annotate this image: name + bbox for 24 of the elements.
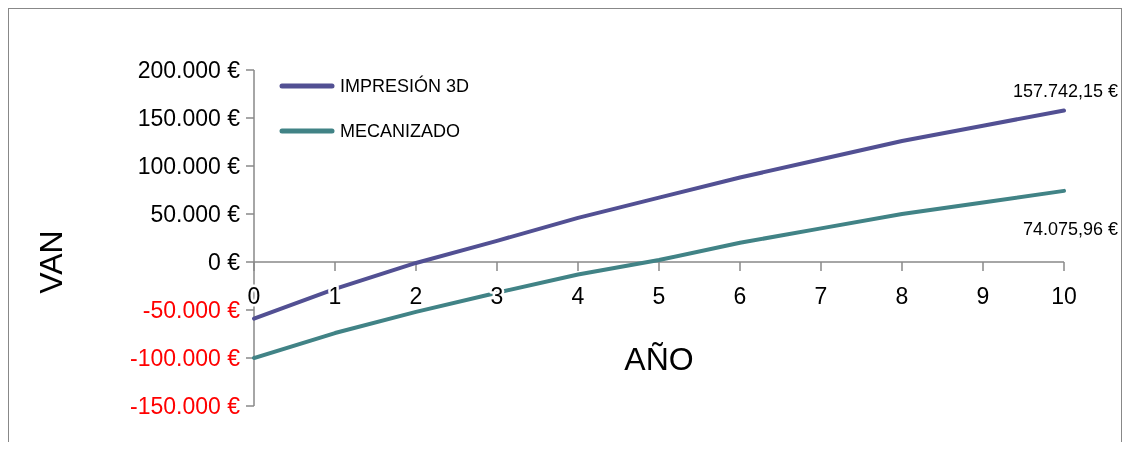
y-tick-label: 100.000 € <box>137 153 241 180</box>
x-tick-label: 10 <box>1051 283 1077 309</box>
x-tick-label: 7 <box>814 283 828 309</box>
y-tick-label: 50.000 € <box>150 201 241 228</box>
x-tick-label: 5 <box>652 283 666 309</box>
y-tick-label: -100.000 € <box>130 345 241 372</box>
x-axis-title: AÑO <box>624 341 694 377</box>
y-tick-label: -150.000 € <box>130 393 241 420</box>
x-tick-label: 8 <box>895 283 909 309</box>
x-tick-label: 6 <box>733 283 747 309</box>
y-tick-label: 200.000 € <box>137 57 241 84</box>
legend-label: IMPRESIÓN 3D <box>340 75 470 97</box>
x-tick-label: 9 <box>976 283 990 309</box>
x-tick-label: 4 <box>571 283 585 309</box>
x-tick-label: 2 <box>409 283 423 309</box>
legend-label: MECANIZADO <box>340 121 461 142</box>
y-tick-label: 0 € <box>208 249 241 276</box>
data-label: 74.075,96 € <box>1022 218 1118 239</box>
x-tick-label: 0 <box>247 283 261 309</box>
x-tick-label: 1 <box>328 283 342 309</box>
y-tick-label: -50.000 € <box>142 297 241 324</box>
y-tick-label: 150.000 € <box>137 105 241 132</box>
data-label: 157.742,15 € <box>1012 80 1118 101</box>
y-axis-title: VAN <box>33 230 69 294</box>
